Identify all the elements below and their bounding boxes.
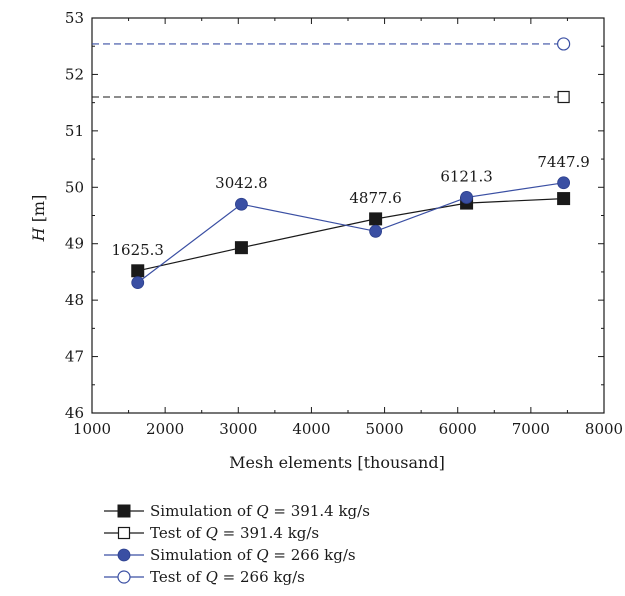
series-1 (92, 90, 570, 104)
y-tick-label: 47 (65, 348, 84, 366)
series-3 (92, 37, 571, 51)
y-tick-label: 49 (65, 235, 84, 253)
y-tick-label: 52 (65, 65, 84, 83)
x-tick-label: 4000 (292, 420, 330, 438)
data-label: 7447.9 (537, 153, 590, 171)
legend-marker (117, 504, 131, 518)
x-tick-label: 2000 (146, 420, 184, 438)
data-point (234, 241, 248, 255)
x-axis-title: Mesh elements [thousand] (229, 453, 445, 472)
y-tick-label: 48 (65, 291, 84, 309)
legend-marker (117, 570, 131, 584)
data-point (557, 37, 571, 51)
legend-entry: Test of Q = 266 kg/s (104, 568, 305, 586)
legend-label: Test of Q = 391.4 kg/s (150, 524, 319, 542)
x-tick-label: 5000 (365, 420, 403, 438)
legend-label: Test of Q = 266 kg/s (150, 568, 305, 586)
x-tick-label: 6000 (439, 420, 477, 438)
legend: Simulation of Q = 391.4 kg/s Test of Q = … (104, 502, 370, 586)
data-labels: 1625.3 3042.8 4877.6 6121.3 7447.9 (111, 153, 589, 259)
legend-entry: Simulation of Q = 266 kg/s (104, 546, 356, 564)
y-axis-title-var: H (29, 226, 48, 242)
legend-label: Simulation of Q = 266 kg/s (150, 546, 356, 564)
y-axis-title-unit: [m] (29, 195, 48, 228)
data-label: 3042.8 (215, 174, 268, 192)
data-point (369, 212, 383, 226)
x-tick-label: 8000 (585, 420, 623, 438)
series-2 (131, 176, 571, 290)
y-axis: 46 47 48 49 50 51 52 53 (65, 9, 604, 422)
x-axis: 1000 2000 3000 4000 5000 6000 7000 8000 (73, 18, 623, 438)
plot-area (91, 17, 605, 414)
legend-label: Simulation of Q = 391.4 kg/s (150, 502, 370, 520)
y-axis-title: H [m] (29, 195, 48, 243)
data-point (557, 192, 571, 206)
x-tick-label: 3000 (219, 420, 257, 438)
data-point (557, 176, 571, 190)
legend-entry: Simulation of Q = 391.4 kg/s (104, 502, 370, 520)
data-label: 4877.6 (349, 189, 402, 207)
data-point (235, 197, 248, 211)
legend-marker (117, 548, 131, 562)
plot-frame (91, 17, 605, 414)
y-tick-label: 53 (65, 9, 84, 27)
data-point (369, 224, 383, 238)
y-tick-label: 51 (65, 122, 84, 140)
legend-entry: Test of Q = 391.4 kg/s (104, 524, 319, 542)
x-tick-label: 7000 (512, 420, 550, 438)
data-label: 6121.3 (440, 167, 493, 185)
x-tick-label: 1000 (73, 420, 111, 438)
data-point (460, 191, 473, 204)
data-point (131, 276, 145, 290)
y-tick-label: 46 (65, 404, 84, 422)
data-point (131, 264, 145, 278)
data-point (557, 90, 570, 104)
legend-marker (117, 526, 131, 540)
y-tick-label: 50 (65, 178, 84, 196)
data-label: 1625.3 (111, 241, 164, 259)
